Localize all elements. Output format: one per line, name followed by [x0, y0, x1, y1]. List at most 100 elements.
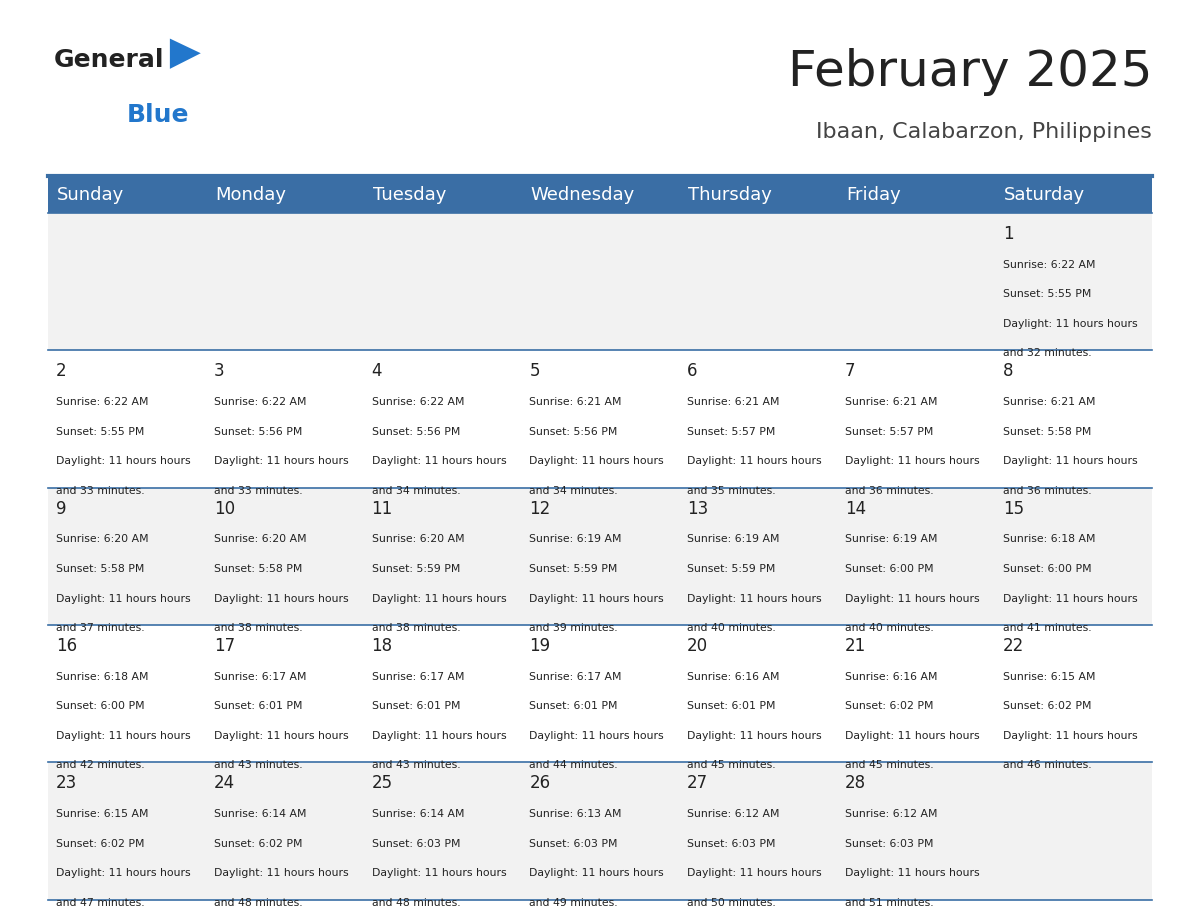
FancyBboxPatch shape	[678, 351, 836, 487]
Text: Sunrise: 6:16 AM: Sunrise: 6:16 AM	[687, 672, 779, 682]
Text: and 36 minutes.: and 36 minutes.	[845, 486, 934, 496]
Text: and 34 minutes.: and 34 minutes.	[372, 486, 460, 496]
Text: Sunrise: 6:17 AM: Sunrise: 6:17 AM	[214, 672, 307, 682]
Text: 4: 4	[372, 363, 383, 380]
Text: Sunrise: 6:22 AM: Sunrise: 6:22 AM	[56, 397, 148, 407]
FancyBboxPatch shape	[678, 625, 836, 762]
Text: and 35 minutes.: and 35 minutes.	[687, 486, 776, 496]
Text: and 45 minutes.: and 45 minutes.	[845, 760, 934, 770]
Text: and 38 minutes.: and 38 minutes.	[214, 623, 302, 633]
Text: Sunset: 5:56 PM: Sunset: 5:56 PM	[372, 427, 460, 437]
FancyBboxPatch shape	[836, 351, 994, 487]
Text: Thursday: Thursday	[688, 185, 772, 204]
Text: Sunset: 5:57 PM: Sunset: 5:57 PM	[845, 427, 934, 437]
Text: Daylight: 11 hours hours: Daylight: 11 hours hours	[214, 731, 348, 741]
FancyBboxPatch shape	[522, 762, 678, 900]
Text: 28: 28	[845, 774, 866, 792]
Text: Sunrise: 6:21 AM: Sunrise: 6:21 AM	[530, 397, 621, 407]
Text: Sunday: Sunday	[57, 185, 125, 204]
Text: Daylight: 11 hours hours: Daylight: 11 hours hours	[372, 731, 506, 741]
Text: Daylight: 11 hours hours: Daylight: 11 hours hours	[687, 731, 822, 741]
Text: 13: 13	[687, 499, 708, 518]
Text: Sunset: 5:59 PM: Sunset: 5:59 PM	[530, 564, 618, 574]
Text: Daylight: 11 hours hours: Daylight: 11 hours hours	[372, 594, 506, 603]
FancyBboxPatch shape	[994, 351, 1152, 487]
Text: Sunset: 6:00 PM: Sunset: 6:00 PM	[845, 564, 934, 574]
FancyBboxPatch shape	[836, 625, 994, 762]
Text: Daylight: 11 hours hours: Daylight: 11 hours hours	[372, 868, 506, 879]
Text: Sunrise: 6:12 AM: Sunrise: 6:12 AM	[845, 809, 937, 819]
FancyBboxPatch shape	[836, 213, 994, 351]
Text: and 37 minutes.: and 37 minutes.	[56, 623, 145, 633]
Text: 10: 10	[214, 499, 235, 518]
Text: Sunset: 5:58 PM: Sunset: 5:58 PM	[214, 564, 302, 574]
Text: Sunrise: 6:22 AM: Sunrise: 6:22 AM	[372, 397, 465, 407]
Text: 21: 21	[845, 637, 866, 655]
Text: 11: 11	[372, 499, 393, 518]
Text: 7: 7	[845, 363, 855, 380]
Text: Sunset: 6:03 PM: Sunset: 6:03 PM	[687, 839, 776, 848]
Text: Sunset: 6:01 PM: Sunset: 6:01 PM	[372, 701, 460, 711]
Text: Sunset: 5:55 PM: Sunset: 5:55 PM	[1003, 289, 1092, 299]
FancyBboxPatch shape	[364, 625, 522, 762]
FancyBboxPatch shape	[994, 487, 1152, 625]
Text: Daylight: 11 hours hours: Daylight: 11 hours hours	[1003, 456, 1137, 466]
Text: Daylight: 11 hours hours: Daylight: 11 hours hours	[214, 456, 348, 466]
Text: Blue: Blue	[127, 103, 190, 127]
Text: Sunrise: 6:20 AM: Sunrise: 6:20 AM	[56, 534, 148, 544]
Text: Sunset: 6:03 PM: Sunset: 6:03 PM	[845, 839, 934, 848]
Text: 27: 27	[687, 774, 708, 792]
Text: and 40 minutes.: and 40 minutes.	[845, 623, 934, 633]
Text: Sunrise: 6:17 AM: Sunrise: 6:17 AM	[530, 672, 621, 682]
Text: and 41 minutes.: and 41 minutes.	[1003, 623, 1092, 633]
Text: Sunrise: 6:15 AM: Sunrise: 6:15 AM	[56, 809, 148, 819]
FancyBboxPatch shape	[678, 213, 836, 351]
Text: 26: 26	[530, 774, 550, 792]
Text: and 40 minutes.: and 40 minutes.	[687, 623, 776, 633]
FancyBboxPatch shape	[994, 176, 1152, 213]
Text: February 2025: February 2025	[788, 49, 1152, 96]
FancyBboxPatch shape	[364, 213, 522, 351]
Text: Sunset: 6:02 PM: Sunset: 6:02 PM	[1003, 701, 1092, 711]
Text: Daylight: 11 hours hours: Daylight: 11 hours hours	[530, 594, 664, 603]
FancyBboxPatch shape	[522, 625, 678, 762]
FancyBboxPatch shape	[364, 176, 522, 213]
Text: 23: 23	[56, 774, 77, 792]
Text: Daylight: 11 hours hours: Daylight: 11 hours hours	[845, 456, 980, 466]
Text: and 48 minutes.: and 48 minutes.	[214, 898, 302, 908]
Text: Saturday: Saturday	[1004, 185, 1085, 204]
FancyBboxPatch shape	[994, 762, 1152, 900]
Text: Sunrise: 6:18 AM: Sunrise: 6:18 AM	[1003, 534, 1095, 544]
FancyBboxPatch shape	[364, 762, 522, 900]
FancyBboxPatch shape	[48, 176, 206, 213]
Text: Sunset: 5:56 PM: Sunset: 5:56 PM	[214, 427, 302, 437]
Text: Sunset: 5:58 PM: Sunset: 5:58 PM	[1003, 427, 1092, 437]
Text: Sunrise: 6:19 AM: Sunrise: 6:19 AM	[845, 534, 937, 544]
Text: Daylight: 11 hours hours: Daylight: 11 hours hours	[214, 868, 348, 879]
Text: and 50 minutes.: and 50 minutes.	[687, 898, 776, 908]
Text: Sunrise: 6:22 AM: Sunrise: 6:22 AM	[214, 397, 307, 407]
FancyBboxPatch shape	[48, 625, 206, 762]
Text: 8: 8	[1003, 363, 1013, 380]
Text: Sunrise: 6:18 AM: Sunrise: 6:18 AM	[56, 672, 148, 682]
FancyBboxPatch shape	[48, 351, 206, 487]
FancyBboxPatch shape	[206, 213, 364, 351]
Text: Daylight: 11 hours hours: Daylight: 11 hours hours	[56, 868, 190, 879]
Text: and 45 minutes.: and 45 minutes.	[687, 760, 776, 770]
Text: Sunrise: 6:20 AM: Sunrise: 6:20 AM	[372, 534, 465, 544]
FancyBboxPatch shape	[994, 625, 1152, 762]
Text: Sunset: 5:55 PM: Sunset: 5:55 PM	[56, 427, 144, 437]
Text: Sunrise: 6:15 AM: Sunrise: 6:15 AM	[1003, 672, 1095, 682]
Text: Sunset: 6:02 PM: Sunset: 6:02 PM	[845, 701, 934, 711]
Text: Friday: Friday	[846, 185, 901, 204]
Text: Sunrise: 6:13 AM: Sunrise: 6:13 AM	[530, 809, 621, 819]
Text: Daylight: 11 hours hours: Daylight: 11 hours hours	[1003, 594, 1137, 603]
Text: and 49 minutes.: and 49 minutes.	[530, 898, 618, 908]
Text: Wednesday: Wednesday	[531, 185, 634, 204]
FancyBboxPatch shape	[678, 762, 836, 900]
Text: Sunset: 6:01 PM: Sunset: 6:01 PM	[687, 701, 776, 711]
Text: Daylight: 11 hours hours: Daylight: 11 hours hours	[530, 456, 664, 466]
FancyBboxPatch shape	[364, 351, 522, 487]
Text: Sunset: 5:58 PM: Sunset: 5:58 PM	[56, 564, 144, 574]
FancyBboxPatch shape	[48, 762, 206, 900]
